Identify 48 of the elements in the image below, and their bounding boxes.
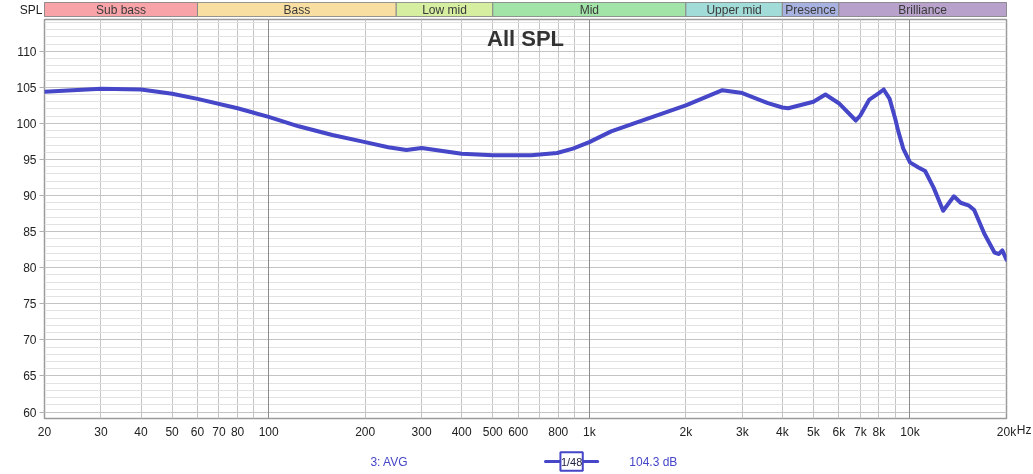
x-tick-label: 20k bbox=[996, 424, 1018, 439]
x-tick-label: 500 bbox=[482, 424, 504, 439]
y-tick-label: 85 bbox=[23, 225, 37, 240]
x-tick-label: 1k bbox=[582, 424, 597, 439]
y-tick-label: 65 bbox=[23, 369, 37, 384]
x-tick-label: 200 bbox=[355, 424, 376, 439]
y-tick-label: 80 bbox=[23, 261, 37, 276]
y-tick-label: 105 bbox=[16, 80, 37, 95]
series-label: Bass bbox=[283, 2, 311, 17]
y-tick-label: 110 bbox=[17, 44, 37, 59]
x-tick-label: 400 bbox=[451, 424, 473, 439]
x-tick-label: 20 bbox=[37, 424, 52, 439]
x-tick-label: 80 bbox=[230, 424, 245, 439]
x-tick-label: 10k bbox=[900, 424, 921, 439]
x-tick-label: 60 bbox=[190, 424, 205, 439]
y-tick-label: 60 bbox=[23, 405, 37, 420]
x-tick-label: 8k bbox=[872, 424, 887, 439]
x-tick-label: 7k bbox=[853, 424, 868, 439]
series-label: Sub bass bbox=[95, 2, 147, 17]
series-label: Presence bbox=[785, 2, 837, 17]
text: 104.3 dB bbox=[629, 454, 678, 469]
y-tick-label: 70 bbox=[23, 333, 37, 348]
x-tick-label: 800 bbox=[548, 424, 569, 439]
y-tick-label: 100 bbox=[16, 116, 37, 131]
x-tick-label: 30 bbox=[94, 424, 108, 439]
text: SPL bbox=[19, 2, 43, 17]
series-label: Low mid bbox=[422, 2, 467, 17]
x-tick-label: 4k bbox=[776, 424, 790, 439]
x-tick-label: 300 bbox=[411, 424, 432, 439]
x-axis-title: Hz bbox=[1016, 422, 1032, 437]
y-tick-label: 90 bbox=[23, 189, 37, 204]
y-tick-label: 95 bbox=[23, 152, 37, 167]
y-tick-label: 75 bbox=[23, 297, 37, 312]
text: 3: AVG bbox=[370, 454, 408, 469]
series-label: Mid bbox=[579, 2, 599, 17]
series-label: Upper mid bbox=[706, 2, 762, 17]
series-label: Brilliance bbox=[898, 2, 948, 17]
x-tick-label: 6k bbox=[832, 424, 847, 439]
text: 1/48 bbox=[560, 455, 583, 468]
x-tick-label: 600 bbox=[508, 424, 529, 439]
x-tick-label: 50 bbox=[165, 424, 180, 439]
x-tick-label: 2k bbox=[679, 424, 694, 439]
chart-title: All SPL bbox=[486, 25, 565, 51]
x-tick-label: 70 bbox=[212, 424, 226, 439]
x-tick-label: 3k bbox=[735, 424, 750, 439]
x-tick-label: 5k bbox=[807, 424, 821, 439]
x-tick-label: 100 bbox=[258, 424, 279, 439]
x-tick-label: 40 bbox=[134, 424, 149, 439]
